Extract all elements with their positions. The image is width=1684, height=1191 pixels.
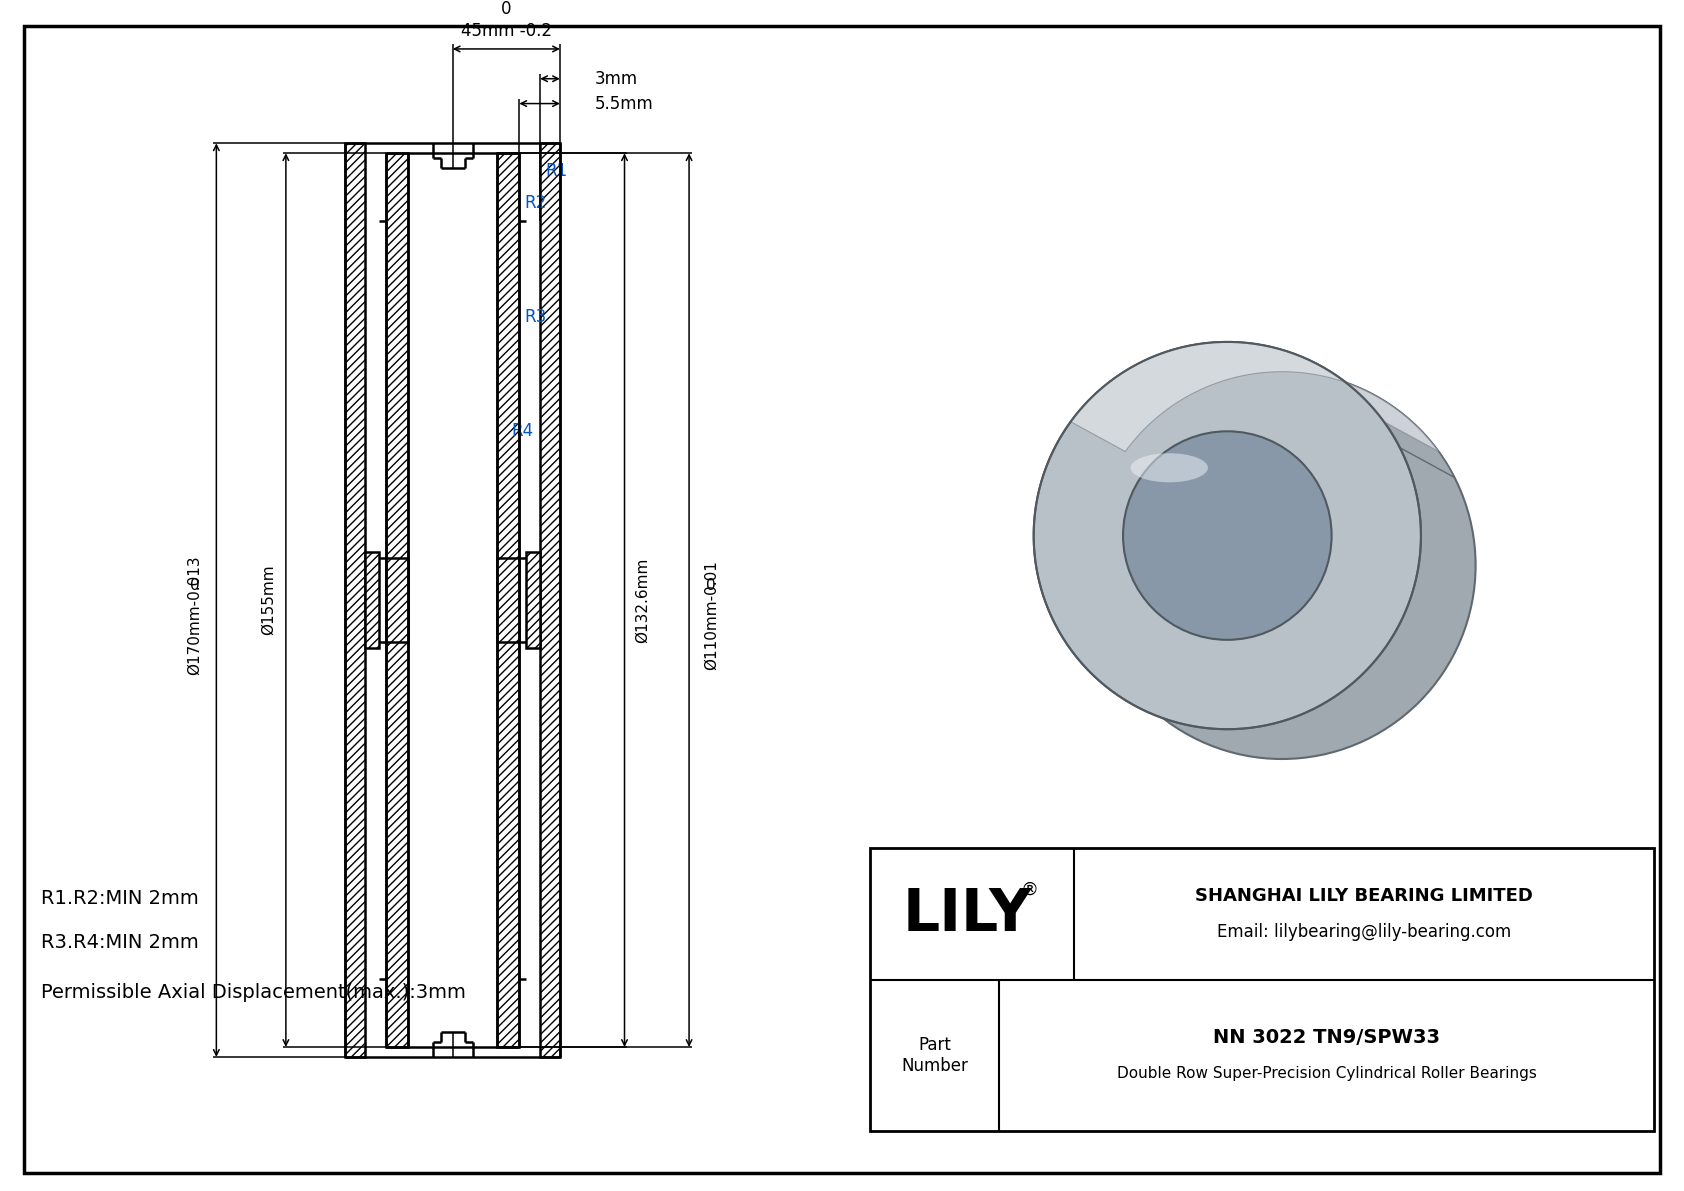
Text: Email: lilybearing@lily-bearing.com: Email: lilybearing@lily-bearing.com	[1218, 923, 1511, 941]
Circle shape	[1159, 454, 1351, 647]
Text: R1: R1	[546, 162, 568, 180]
Text: 0: 0	[190, 578, 199, 593]
Ellipse shape	[1130, 454, 1207, 482]
Text: ®: ®	[1021, 880, 1039, 898]
Text: 3mm: 3mm	[594, 70, 638, 88]
Polygon shape	[497, 154, 519, 1047]
Polygon shape	[365, 553, 379, 648]
Polygon shape	[497, 559, 519, 642]
Text: LILY: LILY	[903, 886, 1032, 942]
Text: Ø110mm-0.01: Ø110mm-0.01	[704, 560, 719, 671]
Polygon shape	[1034, 342, 1421, 729]
Text: 5.5mm: 5.5mm	[594, 94, 653, 113]
Text: 45mm -0.2: 45mm -0.2	[461, 23, 552, 40]
Polygon shape	[1034, 342, 1455, 654]
Text: SHANGHAI LILY BEARING LIMITED: SHANGHAI LILY BEARING LIMITED	[1196, 887, 1532, 905]
Text: R3: R3	[524, 308, 547, 326]
Circle shape	[1177, 461, 1386, 669]
Text: Permissible Axial Displacement(max.):3mm: Permissible Axial Displacement(max.):3mm	[40, 983, 465, 1002]
Text: Double Row Super-Precision Cylindrical Roller Bearings: Double Row Super-Precision Cylindrical R…	[1116, 1066, 1537, 1081]
Text: Ø170mm-0.013: Ø170mm-0.013	[187, 555, 202, 675]
Polygon shape	[525, 553, 541, 648]
Polygon shape	[541, 143, 561, 1056]
Text: Ø132.6mm: Ø132.6mm	[635, 557, 650, 643]
Text: 0: 0	[502, 0, 512, 18]
Text: Part
Number: Part Number	[901, 1036, 968, 1075]
Text: Ø155mm: Ø155mm	[261, 565, 276, 636]
Text: R2: R2	[524, 194, 547, 212]
Text: R4: R4	[512, 423, 534, 441]
Polygon shape	[345, 143, 365, 1056]
Circle shape	[1180, 476, 1329, 625]
Polygon shape	[386, 559, 408, 642]
Text: NN 3022 TN9/SPW33: NN 3022 TN9/SPW33	[1212, 1028, 1440, 1047]
Circle shape	[1123, 431, 1332, 640]
Text: R3.R4:MIN 2mm: R3.R4:MIN 2mm	[40, 934, 199, 953]
Polygon shape	[386, 154, 408, 1047]
Text: R1.R2:MIN 2mm: R1.R2:MIN 2mm	[40, 888, 199, 908]
Polygon shape	[1071, 342, 1438, 451]
Circle shape	[1088, 372, 1475, 759]
Text: 0: 0	[706, 578, 716, 593]
